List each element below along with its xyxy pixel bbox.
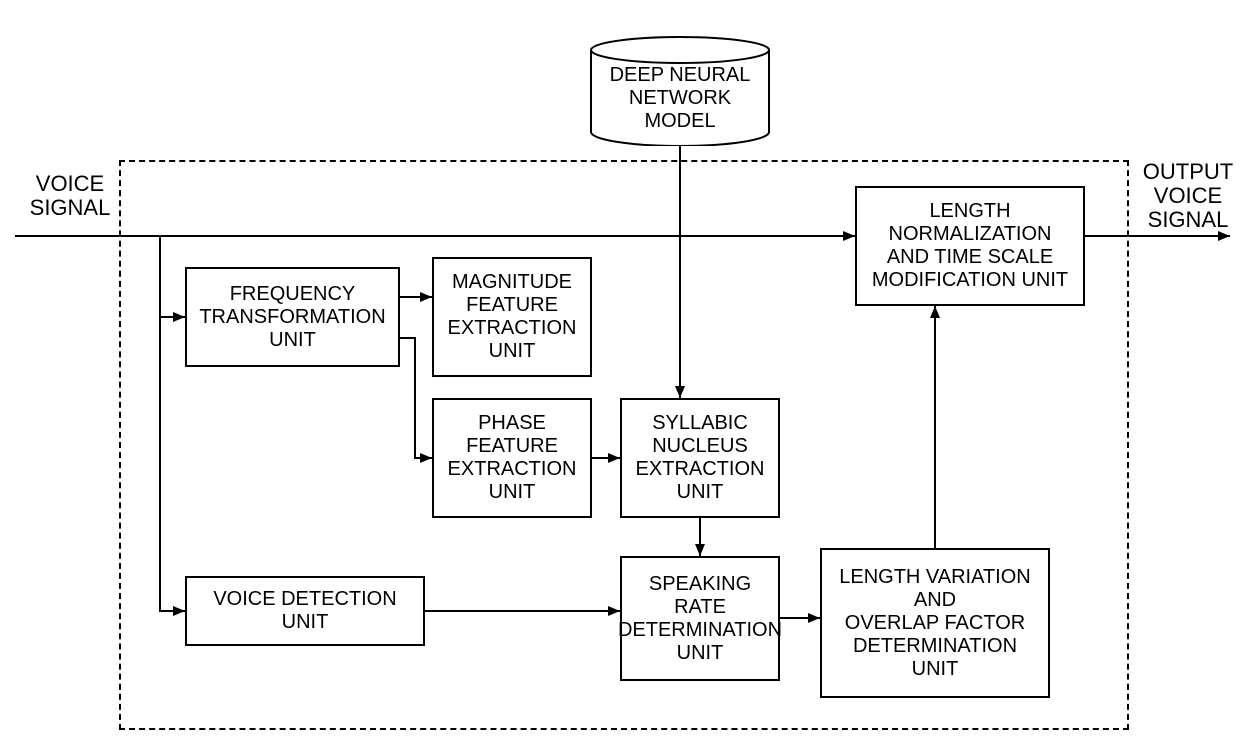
- flowchart-diagram: VOICE SIGNAL OUTPUT VOICE SIGNAL DEEP NE…: [0, 0, 1240, 749]
- edges-layer: [0, 0, 1240, 749]
